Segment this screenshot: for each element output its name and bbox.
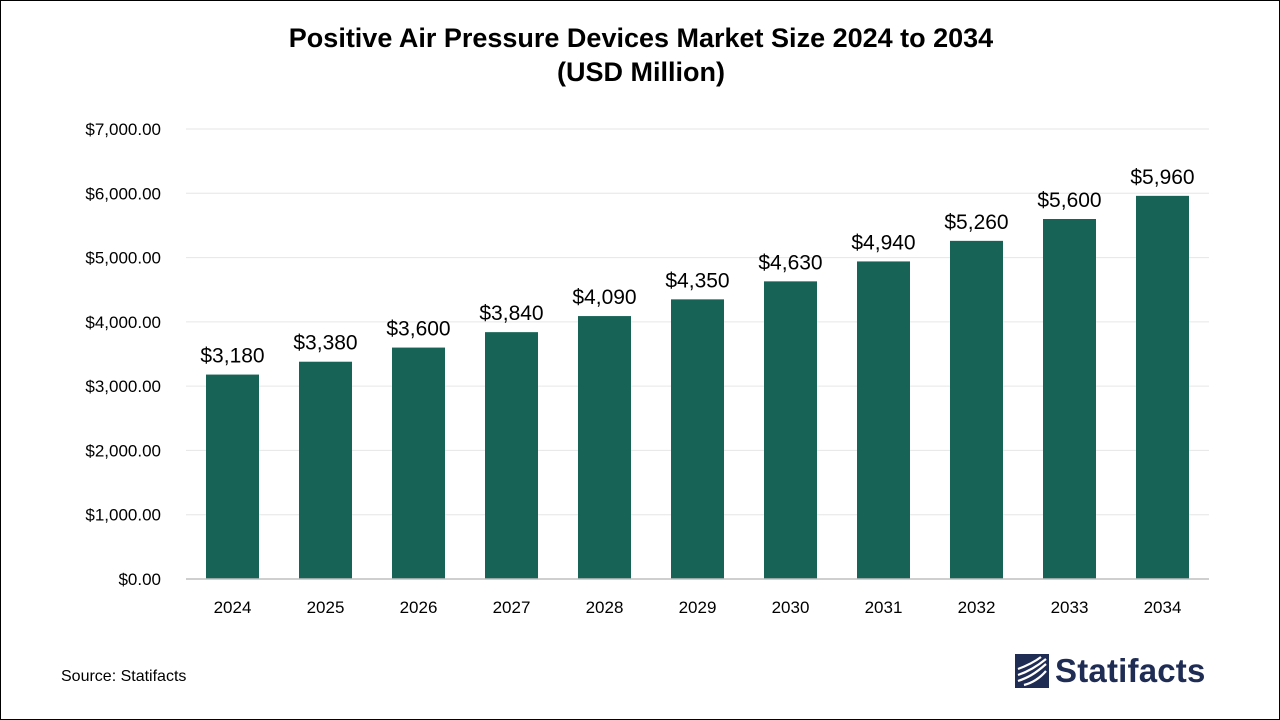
bar-2024 <box>206 374 259 579</box>
bar-2029 <box>671 299 724 579</box>
x-tick-label: 2031 <box>865 598 903 617</box>
data-label: $4,350 <box>665 269 729 292</box>
bar-2025 <box>299 361 352 579</box>
y-tick-label: $5,000.00 <box>85 249 161 268</box>
chart-title: Positive Air Pressure Devices Market Siz… <box>1 21 1279 89</box>
bar-2030 <box>764 281 817 579</box>
y-tick-label: $0.00 <box>118 570 161 589</box>
x-tick-label: 2027 <box>493 598 531 617</box>
bar-2033 <box>1043 219 1096 579</box>
data-label: $5,960 <box>1130 166 1194 189</box>
brand-logo: Statifacts <box>1015 651 1206 691</box>
data-label: $4,090 <box>572 286 636 309</box>
x-tick-label: 2026 <box>400 598 438 617</box>
data-label: $4,630 <box>758 251 822 274</box>
y-tick-label: $4,000.00 <box>85 313 161 332</box>
data-label: $3,380 <box>293 332 357 355</box>
y-tick-label: $1,000.00 <box>85 506 161 525</box>
y-tick-label: $7,000.00 <box>85 120 161 139</box>
data-label: $3,180 <box>200 345 264 368</box>
data-label: $5,260 <box>944 211 1008 234</box>
labels: $0.00 $1,000.00 $2,000.00 $3,000.00 $4,000.0… <box>85 120 1194 617</box>
x-tick-label: 2029 <box>679 598 717 617</box>
brand-name: Statifacts <box>1055 652 1206 689</box>
x-tick-label: 2033 <box>1051 598 1089 617</box>
y-tick-label: $6,000.00 <box>85 184 161 203</box>
y-tick-label: $3,000.00 <box>85 377 161 396</box>
x-tick-label: 2034 <box>1144 598 1182 617</box>
data-label: $5,600 <box>1037 189 1101 212</box>
x-tick-label: 2030 <box>772 598 810 617</box>
bar-2027 <box>485 332 538 579</box>
data-label: $4,940 <box>851 231 915 254</box>
x-tick-label: 2025 <box>307 598 345 617</box>
statifacts-logo-icon <box>1015 654 1049 688</box>
x-tick-label: 2024 <box>214 598 252 617</box>
x-tick-label: 2032 <box>958 598 996 617</box>
chart-subtitle: (USD Million) <box>557 57 725 87</box>
source-note: Source: Statifacts <box>61 668 187 685</box>
data-label: $3,840 <box>479 302 543 325</box>
y-tick-label: $2,000.00 <box>85 441 161 460</box>
bar-2028 <box>578 316 631 579</box>
bar-2026 <box>392 347 445 579</box>
data-label: $3,600 <box>386 318 450 341</box>
bar-2032 <box>950 240 1003 579</box>
bars <box>206 195 1189 579</box>
x-tick-label: 2028 <box>586 598 624 617</box>
bar-2031 <box>857 261 910 579</box>
bar-2034 <box>1136 195 1189 579</box>
chart-title-main: Positive Air Pressure Devices Market Siz… <box>288 23 994 53</box>
